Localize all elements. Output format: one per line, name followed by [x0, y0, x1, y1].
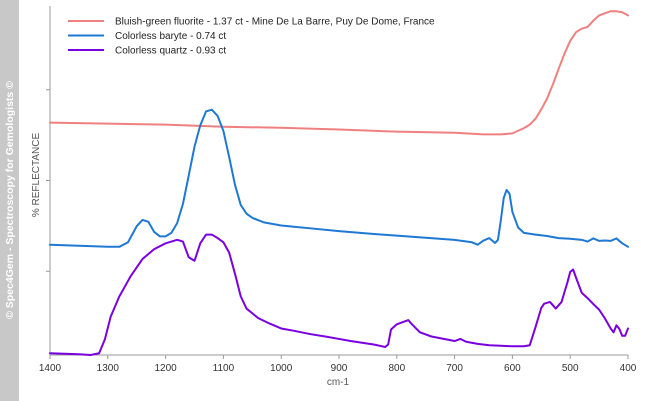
x-tick-label: 600 — [504, 363, 521, 374]
legend-item-2: Colorless baryte - 0.74 ct — [68, 31, 226, 42]
legend-item-1: Bluish-green fluorite - 1.37 ct - Mine D… — [68, 17, 435, 28]
series-line-3 — [49, 233, 629, 356]
legend-label: Colorless quartz - 0.93 ct — [115, 46, 226, 57]
x-tick-label: 1100 — [213, 363, 235, 374]
x-tick-label: 900 — [331, 363, 348, 374]
legend-label: Bluish-green fluorite - 1.37 ct - Mine D… — [115, 17, 435, 28]
series-line-2 — [49, 108, 629, 248]
axes — [49, 6, 628, 356]
x-tick-label: 500 — [562, 363, 579, 374]
legend-label: Colorless baryte - 0.74 ct — [115, 31, 226, 42]
x-tick-label: 700 — [446, 363, 463, 374]
legend: Bluish-green fluorite - 1.37 ct - Mine D… — [68, 17, 435, 57]
x-axis-ticks: 1400 1300 1200 1100 1000 900 800 700 600 500 400 — [39, 355, 637, 374]
y-axis-title: % REFLECTANCE — [31, 133, 42, 218]
x-tick-label: 800 — [388, 363, 405, 374]
x-tick-label: 1200 — [154, 363, 177, 374]
x-axis-title: cm-1 — [327, 377, 350, 388]
x-tick-label: 1300 — [97, 363, 120, 374]
watermark-text: © Spec4Gem - Spectroscopy for Gemologist… — [4, 81, 16, 319]
series-line-1 — [49, 10, 629, 136]
series-layer — [49, 10, 629, 356]
x-tick-label: 1000 — [270, 363, 293, 374]
x-tick-label: 1400 — [39, 363, 62, 374]
y-axis-ticks — [46, 89, 50, 272]
watermark-band — [0, 0, 19, 401]
legend-item-3: Colorless quartz - 0.93 ct — [68, 46, 226, 57]
x-tick-label: 400 — [620, 363, 637, 374]
